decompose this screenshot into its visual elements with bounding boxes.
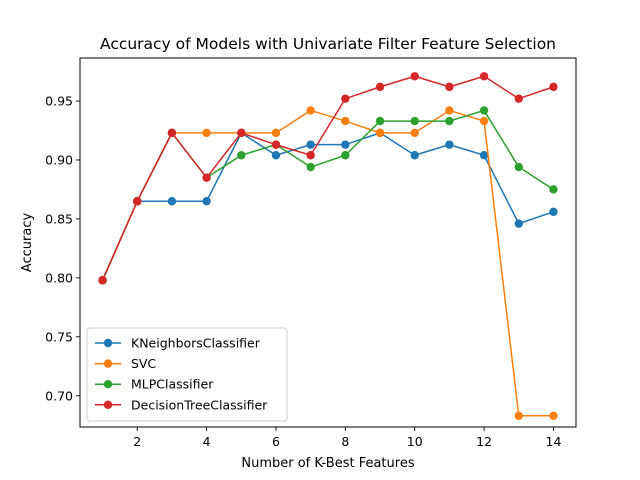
data-point bbox=[375, 128, 385, 138]
data-point bbox=[306, 106, 315, 115]
y-tick-label: 0.75 bbox=[45, 329, 73, 344]
data-point bbox=[98, 276, 107, 285]
data-point bbox=[341, 116, 350, 126]
legend-marker bbox=[103, 359, 113, 368]
data-point bbox=[202, 128, 211, 138]
x-tick-label: 10 bbox=[407, 434, 423, 449]
data-point bbox=[479, 106, 489, 115]
axes-frame bbox=[79, 57, 577, 428]
legend: KNeighborsClassifier SVC MLPClassifier Deci… bbox=[86, 327, 288, 422]
series-MLPClassifier bbox=[98, 106, 558, 285]
data-point bbox=[410, 151, 419, 160]
data-point bbox=[202, 173, 211, 182]
data-point bbox=[514, 94, 523, 103]
data-point bbox=[445, 82, 454, 92]
legend-label: DecisionTreeClassifier bbox=[131, 397, 268, 412]
y-tick-label: 0.80 bbox=[45, 270, 73, 285]
data-point bbox=[167, 128, 177, 138]
legend-marker bbox=[103, 400, 113, 409]
data-point bbox=[375, 82, 385, 92]
data-point bbox=[306, 140, 315, 149]
data-point bbox=[271, 151, 281, 160]
data-point bbox=[445, 140, 454, 149]
data-point bbox=[514, 411, 523, 421]
data-point bbox=[445, 106, 454, 115]
data-point bbox=[202, 197, 211, 206]
data-point bbox=[514, 162, 523, 172]
x-tick-label: 14 bbox=[546, 434, 562, 449]
series-KNeighborsClassifier bbox=[98, 128, 558, 285]
y-tick-label: 0.90 bbox=[45, 152, 73, 167]
series-line bbox=[101, 109, 554, 417]
data-point bbox=[549, 207, 558, 217]
legend-label: MLPClassifier bbox=[131, 377, 214, 392]
data-point bbox=[306, 151, 315, 160]
data-point bbox=[479, 151, 489, 160]
x-tick-label: 4 bbox=[203, 434, 211, 449]
y-tick-label: 0.85 bbox=[45, 211, 73, 226]
data-point bbox=[271, 128, 281, 138]
data-point bbox=[271, 140, 281, 149]
x-axis-label: Number of K-Best Features bbox=[241, 456, 414, 471]
data-point bbox=[375, 116, 385, 126]
legend-label: KNeighborsClassifier bbox=[131, 336, 261, 351]
data-point bbox=[549, 82, 558, 92]
data-point bbox=[237, 151, 246, 160]
y-tick-label: 0.70 bbox=[45, 388, 73, 403]
legend-label: SVC bbox=[131, 356, 156, 371]
data-point bbox=[237, 128, 246, 138]
series-DecisionTreeClassifier bbox=[98, 72, 558, 285]
data-point bbox=[341, 94, 350, 103]
axis-ticks: 2 4 6 8 10 12 14 0.70 0.75 0.80 0.85 0.90 0.95 bbox=[45, 94, 561, 449]
data-point bbox=[479, 116, 489, 126]
data-point bbox=[410, 128, 419, 138]
data-point bbox=[549, 411, 558, 421]
series-line bbox=[101, 75, 554, 281]
x-tick-label: 2 bbox=[133, 434, 141, 449]
data-point bbox=[306, 162, 315, 172]
data-point bbox=[549, 185, 558, 194]
data-point bbox=[341, 151, 350, 160]
y-tick-label: 0.95 bbox=[45, 94, 73, 109]
y-axis-label: Accuracy bbox=[20, 213, 35, 273]
data-point bbox=[410, 72, 419, 81]
data-point bbox=[167, 197, 177, 206]
data-point bbox=[479, 72, 489, 81]
x-tick-label: 8 bbox=[341, 434, 349, 449]
legend-box bbox=[86, 327, 288, 422]
legend-marker bbox=[103, 338, 113, 348]
plot-area bbox=[98, 72, 558, 421]
x-tick-label: 6 bbox=[272, 434, 280, 449]
data-point bbox=[410, 116, 419, 126]
legend-marker bbox=[103, 380, 113, 389]
series-line bbox=[101, 132, 554, 281]
data-point bbox=[514, 219, 523, 228]
x-tick-label: 12 bbox=[476, 434, 492, 449]
data-point bbox=[445, 116, 454, 126]
chart-title: Accuracy of Models with Univariate Filte… bbox=[100, 35, 556, 53]
data-point bbox=[341, 140, 350, 149]
data-point bbox=[133, 197, 142, 206]
